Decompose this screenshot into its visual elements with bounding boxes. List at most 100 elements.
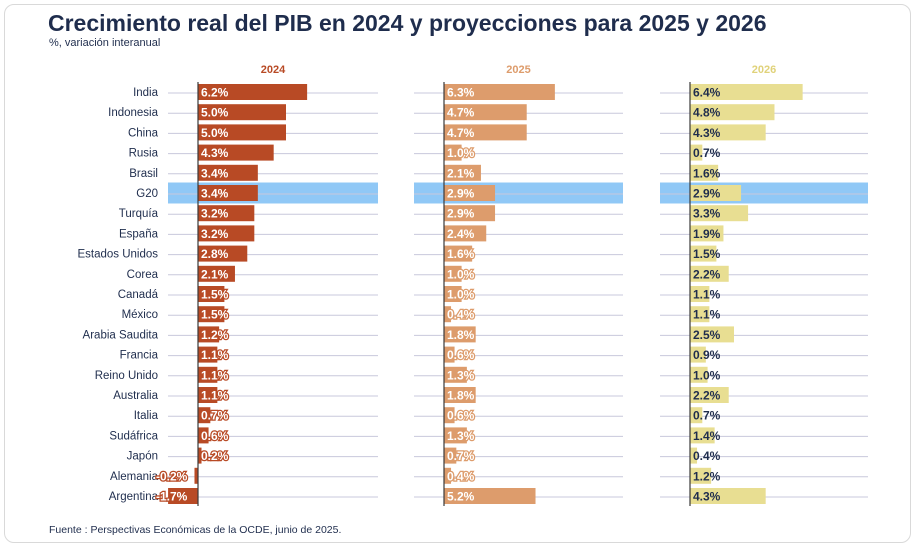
data-label-2024: 6.2% [201,86,229,100]
bar-2025 [444,326,476,343]
data-label-2025: 0.6% [447,348,475,362]
data-label-2026: 1.1% [693,288,721,302]
data-label-2024: 0.2% [201,449,229,463]
source-note: Fuente : Perspectivas Económicas de la O… [49,524,342,536]
data-label-2026: 0.4% [693,449,721,463]
bar-2024 [198,185,258,201]
bar-2025 [444,164,481,181]
category-label: Rusia [129,148,159,160]
bar-2024 [198,164,258,181]
data-label-2025: 1.3% [447,368,475,382]
data-label-2025: 2.9% [447,207,475,221]
category-label: Indonesia [108,107,158,119]
bar-2024 [198,346,218,363]
data-label-2024: 2.1% [201,267,229,281]
bar-2026 [690,387,729,403]
data-label-2026: 4.3% [693,126,721,140]
bar-2026 [690,366,708,383]
data-label-2025: 2.1% [447,166,475,180]
data-label-2025: 4.7% [447,126,475,140]
bar-2025 [444,346,455,363]
data-label-2024: 0.7% [201,409,229,423]
data-label-2025: 1.8% [447,389,475,403]
bar-2024 [198,286,225,302]
category-label: China [128,127,159,139]
data-label-2024: 2.8% [201,247,229,261]
data-label-2024: 3.2% [201,227,229,241]
data-label-2025: 1.3% [447,429,475,443]
bar-2024 [194,467,198,484]
category-label: Brasil [129,168,158,180]
bar-2025 [444,306,452,323]
data-label-2026: 0.7% [693,409,721,423]
bar-2024 [198,265,235,282]
bar-2024 [198,104,286,121]
data-label-2024: 3.4% [201,166,229,180]
chart-frame [4,4,911,543]
category-label: Reino Unido [95,370,158,382]
data-label-2026: 0.9% [693,348,721,362]
data-label-2024: 1.5% [201,308,229,322]
bar-2024 [168,488,198,504]
bar-2026 [690,84,803,100]
data-label-2026: 1.1% [693,308,721,322]
data-label-2026: 2.5% [693,328,721,342]
bar-2026 [690,144,703,161]
category-label: México [122,309,158,321]
data-label-2024: 5.0% [201,126,229,140]
bar-2025 [444,265,462,282]
bar-2024 [198,225,255,242]
bar-2024 [198,366,218,383]
bar-2026 [690,427,715,444]
data-label-2024: 3.2% [201,207,229,221]
data-label-2026: 1.6% [693,166,721,180]
data-label-2024: 5.0% [201,106,229,120]
data-label-2024: 1.2% [201,328,229,342]
category-label: Italia [134,410,159,422]
bar-2026 [690,306,710,323]
bar-2026 [690,245,717,262]
data-label-2025: 1.0% [447,146,475,160]
bar-2024 [198,407,211,424]
bar-2026 [690,407,703,424]
data-label-2024: 1.1% [201,368,229,382]
bar-2025 [444,447,457,464]
data-label-2026: 3.3% [693,207,721,221]
bar-2026 [690,164,719,181]
bar-2024 [198,326,220,343]
bar-2025 [444,124,527,141]
data-label-2026: 2.2% [693,389,721,403]
data-label-2024: -0.2% [156,469,188,483]
data-label-2025: 0.4% [447,308,475,322]
bar-2026 [690,225,724,242]
bar-2025 [444,286,462,302]
data-label-2024: 3.4% [201,187,229,201]
bar-2024 [198,387,218,403]
bar-2025 [444,144,462,161]
bar-2026 [690,265,729,282]
bar-2026 [690,286,710,302]
bar-2025 [444,387,476,403]
bar-2025 [444,104,527,121]
bar-2024 [198,306,225,323]
data-label-2025: 1.0% [447,288,475,302]
category-label: Japón [127,451,158,463]
category-label: Estados Unidos [77,249,158,261]
bar-2025 [444,488,536,504]
data-label-2024: 1.5% [201,288,229,302]
bar-2025 [444,205,496,222]
series-header-2025: 2025 [506,64,530,76]
data-label-2026: 4.8% [693,106,721,120]
data-label-2024: -1.7% [156,490,188,504]
data-label-2026: 1.2% [693,469,721,483]
category-label: Turquía [119,208,159,220]
data-label-2024: 4.3% [201,146,229,160]
bar-2024 [198,124,286,141]
category-label: Arabia Saudita [83,329,159,341]
bar-2024 [198,84,308,100]
data-label-2025: 0.4% [447,469,475,483]
data-label-2026: 1.5% [693,247,721,261]
data-label-2025: 4.7% [447,106,475,120]
data-label-2025: 0.6% [447,409,475,423]
category-label: Francia [120,350,159,362]
